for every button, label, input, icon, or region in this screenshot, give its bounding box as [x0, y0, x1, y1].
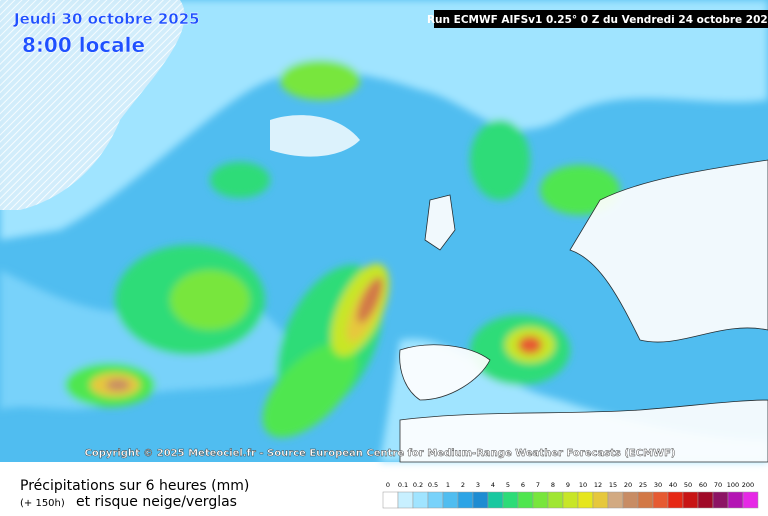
legend-label: 200 — [742, 481, 754, 489]
legend-swatch — [397, 491, 414, 509]
legend-label: 60 — [699, 481, 707, 489]
legend-label: 20 — [624, 481, 632, 489]
legend-swatch — [427, 491, 444, 509]
legend-swatch — [712, 491, 729, 509]
legend-swatch — [667, 491, 684, 509]
legend-label: 50 — [684, 481, 692, 489]
legend-swatch — [487, 491, 504, 509]
legend-label: 25 — [639, 481, 647, 489]
legend-swatch — [472, 491, 489, 509]
legend-label: 6 — [521, 481, 525, 489]
legend-label: 2 — [461, 481, 465, 489]
legend-label: 0.1 — [398, 481, 408, 489]
legend-swatch — [592, 491, 609, 509]
legend: 0 0.1 0.2 0.5 1 2 3 4 5 6 7 8 9 10 12 15 20 25 30 40 50 60 70 1… — [382, 481, 759, 509]
caption-subtitle: et risque neige/verglas — [76, 494, 237, 510]
legend-label: 12 — [594, 481, 602, 489]
map — [0, 0, 768, 463]
legend-swatch — [442, 491, 459, 509]
forecast-time: 8:00 locale — [22, 33, 145, 57]
legend-label: 10 — [579, 481, 587, 489]
legend-label: 9 — [566, 481, 570, 489]
legend-label: 40 — [669, 481, 677, 489]
legend-swatch — [607, 491, 624, 509]
legend-label: 0 — [386, 481, 390, 489]
legend-swatch — [637, 491, 654, 509]
legend-label: 15 — [609, 481, 617, 489]
legend-label: 30 — [654, 481, 662, 489]
caption-title: Précipitations sur 6 heures (mm) — [20, 478, 249, 494]
legend-label: 3 — [476, 481, 480, 489]
legend-label: 70 — [714, 481, 722, 489]
legend-swatch — [577, 491, 594, 509]
legend-swatch — [622, 491, 639, 509]
legend-swatch — [652, 491, 669, 509]
legend-swatch — [517, 491, 534, 509]
caption-lead: (+ 150h) — [20, 498, 65, 509]
legend-label: 4 — [491, 481, 495, 489]
legend-swatch — [727, 491, 744, 509]
legend-label: 7 — [536, 481, 540, 489]
run-banner — [434, 10, 768, 28]
copyright: Copyright © 2025 Meteociel.fr - Source E… — [85, 448, 676, 459]
legend-swatch — [382, 491, 399, 509]
legend-swatch — [742, 491, 759, 509]
legend-label: 8 — [551, 481, 555, 489]
legend-swatch — [547, 491, 564, 509]
legend-label: 1 — [446, 481, 450, 489]
legend-swatch — [697, 491, 714, 509]
legend-swatch — [562, 491, 579, 509]
legend-swatch — [502, 491, 519, 509]
legend-swatch — [457, 491, 474, 509]
run-info: Run ECMWF AIFSv1 0.25° 0 Z du Vendredi 2… — [427, 14, 768, 26]
legend-label: 5 — [506, 481, 510, 489]
legend-swatch — [412, 491, 429, 509]
legend-label: 100 — [727, 481, 739, 489]
legend-swatch — [532, 491, 549, 509]
legend-label: 0.2 — [413, 481, 423, 489]
legend-swatch — [682, 491, 699, 509]
legend-label: 0.5 — [428, 481, 438, 489]
forecast-date: Jeudi 30 octobre 2025 — [13, 10, 200, 28]
